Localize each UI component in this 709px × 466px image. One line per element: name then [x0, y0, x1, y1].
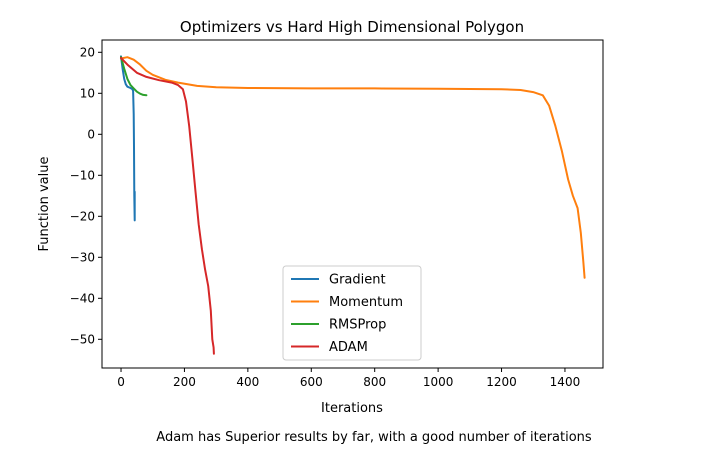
- chart-caption: Adam has Superior results by far, with a…: [156, 430, 592, 445]
- series-line-adam: [120, 57, 215, 355]
- legend-label-rmsprop: RMSProp: [329, 318, 386, 333]
- legend-label-gradient: Gradient: [329, 273, 386, 288]
- plot-frame: [101, 39, 604, 369]
- series-line-momentum: [120, 56, 586, 279]
- x-axis-label: Iterations: [321, 401, 383, 416]
- legend-label-adam: ADAM: [329, 340, 368, 355]
- y-tick-label: −30: [70, 250, 95, 264]
- x-tick-label: 600: [300, 375, 323, 389]
- legend: Gradient Momentum RMSProp ADAM: [282, 265, 422, 361]
- y-tick-label: 10: [80, 86, 95, 100]
- y-axis-ticks: 20 10 0 −10 −20 −30 −40 −50: [70, 45, 102, 346]
- x-axis-ticks: 0 200 400 600 800 1000 1200 1400: [117, 368, 580, 389]
- legend-box: [282, 265, 422, 361]
- x-tick-label: 1200: [486, 375, 517, 389]
- y-tick-label: −50: [70, 332, 95, 346]
- plot-lines: [120, 55, 586, 355]
- x-tick-label: 1400: [550, 375, 581, 389]
- y-tick-label: −20: [70, 209, 95, 223]
- series-line-rmsprop: [120, 56, 148, 97]
- x-tick-label: 1000: [423, 375, 454, 389]
- legend-label-momentum: Momentum: [329, 295, 403, 310]
- series-line-gradient: [120, 55, 136, 222]
- y-tick-label: −10: [70, 168, 95, 182]
- x-tick-label: 200: [173, 375, 196, 389]
- x-tick-label: 0: [117, 375, 125, 389]
- x-tick-label: 400: [236, 375, 259, 389]
- chart-title: Optimizers vs Hard High Dimensional Poly…: [180, 18, 524, 36]
- x-tick-label: 800: [363, 375, 386, 389]
- y-tick-label: 0: [87, 127, 95, 141]
- y-axis-label: Function value: [37, 157, 52, 252]
- y-tick-label: −40: [70, 291, 95, 305]
- y-tick-label: 20: [80, 45, 95, 59]
